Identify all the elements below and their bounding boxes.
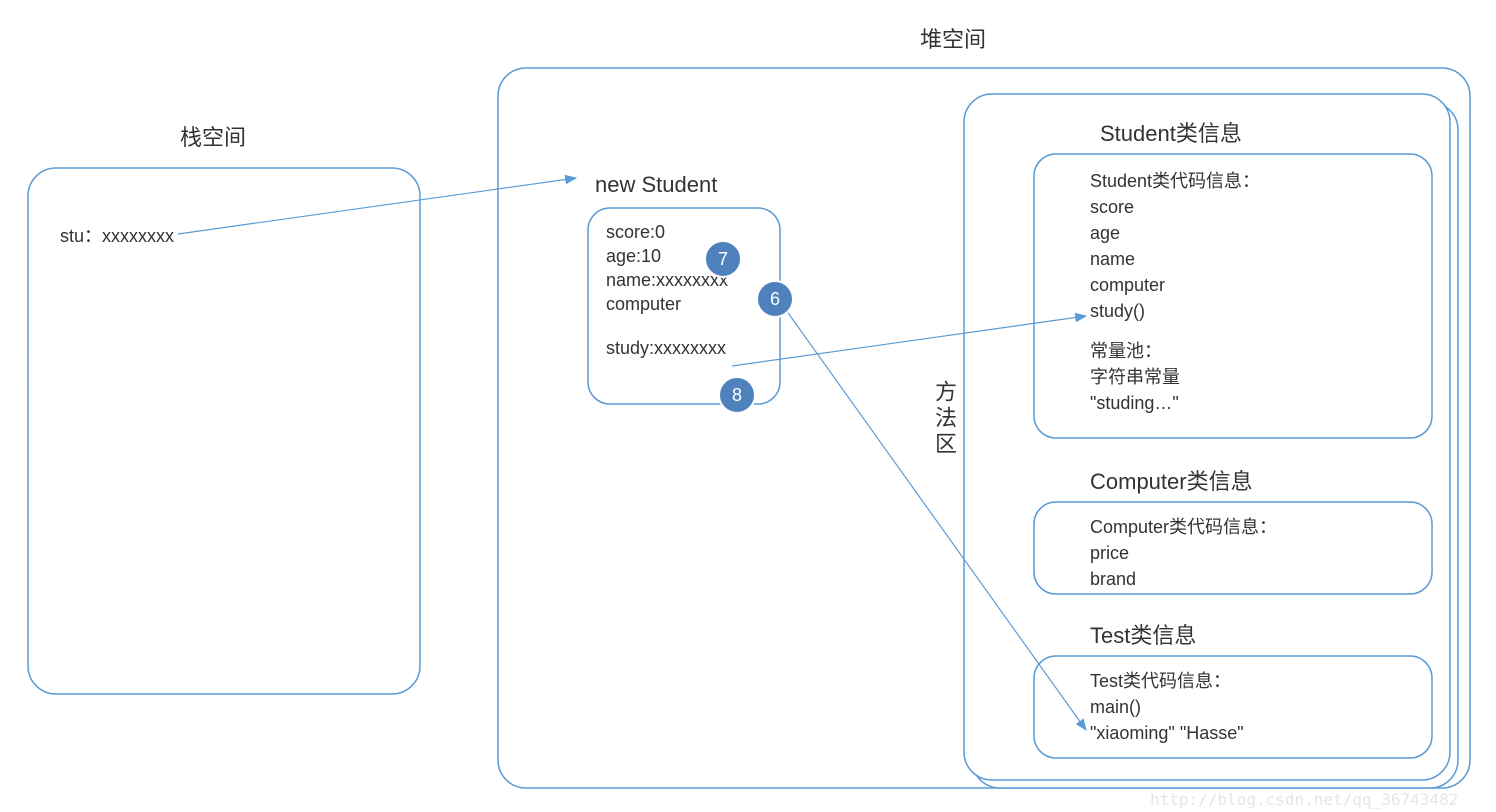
ns-line-3: computer bbox=[606, 292, 728, 316]
cc-line-2: brand bbox=[1090, 566, 1277, 592]
diagram-canvas: 栈空间 堆空间 stu：xxxxxxxx new Student score:0… bbox=[0, 0, 1496, 812]
sc-line-3: name bbox=[1090, 246, 1260, 272]
cc-line-1: price bbox=[1090, 540, 1277, 566]
sc-line-2: age bbox=[1090, 220, 1260, 246]
arrow-study-to-student bbox=[732, 316, 1086, 366]
tc-line-2: "xiaoming" "Hasse" bbox=[1090, 720, 1244, 746]
sc-line-4: computer bbox=[1090, 272, 1260, 298]
sc-line-0: Student类代码信息： bbox=[1090, 168, 1260, 194]
test-class-title: Test类信息 bbox=[1090, 618, 1196, 650]
sc-line-9: "studing…" bbox=[1090, 390, 1260, 416]
arrow-stu-to-newstudent bbox=[178, 178, 576, 234]
badge-6: 6 bbox=[756, 280, 794, 318]
cc-line-0: Computer类代码信息： bbox=[1090, 514, 1277, 540]
ns-line-0: score:0 bbox=[606, 220, 728, 244]
student-class-body: Student类代码信息： score age name computer st… bbox=[1090, 168, 1260, 416]
stack-stu-var: stu：xxxxxxxx bbox=[60, 222, 174, 248]
sc-line-7: 常量池： bbox=[1090, 338, 1260, 364]
ns-line-spacer bbox=[606, 316, 728, 336]
badge-7: 7 bbox=[704, 240, 742, 278]
sc-line-spacer bbox=[1090, 324, 1260, 338]
new-student-body: score:0 age:10 name:xxxxxxxx computer st… bbox=[606, 220, 728, 360]
ns-line-5: study:xxxxxxxx bbox=[606, 336, 728, 360]
tc-line-1: main() bbox=[1090, 694, 1244, 720]
computer-class-title: Computer类信息 bbox=[1090, 464, 1253, 496]
stack-title: 栈空间 bbox=[180, 120, 246, 152]
computer-class-body: Computer类代码信息： price brand bbox=[1090, 514, 1277, 592]
student-class-title: Student类信息 bbox=[1100, 116, 1242, 148]
tc-line-0: Test类代码信息： bbox=[1090, 668, 1244, 694]
watermark: http://blog.csdn.net/qq_36743482 bbox=[1150, 790, 1458, 809]
sc-line-1: score bbox=[1090, 194, 1260, 220]
sc-line-5: study() bbox=[1090, 298, 1260, 324]
heap-title: 堆空间 bbox=[920, 22, 986, 54]
new-student-title: new Student bbox=[595, 172, 717, 198]
arrow-name-to-test bbox=[776, 296, 1086, 730]
method-area-label: 方法区 bbox=[928, 380, 960, 458]
test-class-body: Test类代码信息： main() "xiaoming" "Hasse" bbox=[1090, 668, 1244, 746]
sc-line-8: 字符串常量 bbox=[1090, 364, 1260, 390]
badge-8: 8 bbox=[718, 376, 756, 414]
